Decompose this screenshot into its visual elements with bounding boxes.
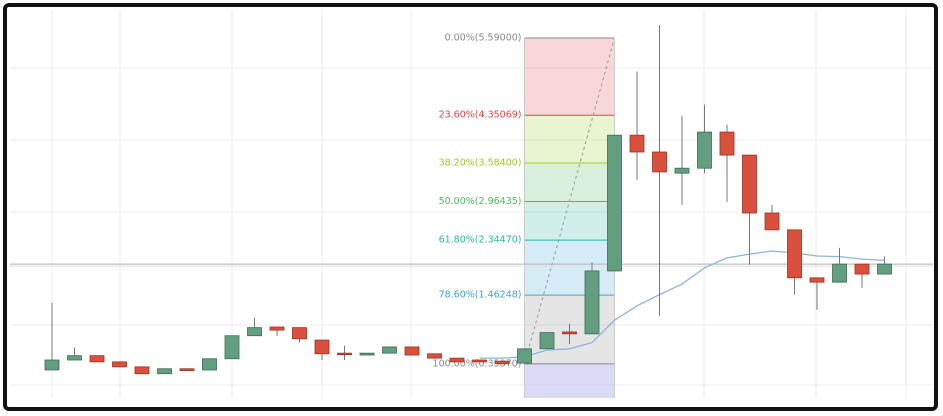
candle-body — [157, 368, 172, 375]
candle-body — [764, 212, 780, 231]
grid — [10, 10, 933, 398]
fib-level-label: 100.00%(0.35870) — [433, 358, 522, 369]
candle-body — [877, 263, 892, 275]
candle-body — [44, 359, 60, 371]
candle-body — [562, 331, 577, 335]
fib-band — [524, 115, 615, 163]
candle-body — [742, 154, 757, 214]
candle-body — [809, 277, 825, 283]
candle-body — [179, 368, 195, 371]
candle-body — [224, 335, 240, 360]
fib-level-label: 50.00%(2.96435) — [439, 196, 522, 207]
candle-body — [269, 326, 285, 331]
candle-body — [314, 339, 330, 355]
candle-body — [404, 346, 420, 356]
candle-body — [719, 131, 735, 156]
candle-body — [202, 358, 217, 371]
fib-trend-line — [524, 37, 615, 364]
candle-body — [337, 352, 352, 356]
candle-body — [697, 131, 712, 169]
candle-body — [539, 332, 555, 350]
candle-body — [629, 134, 645, 153]
candle-body — [112, 361, 127, 368]
candle-body — [134, 366, 150, 375]
candle-body — [427, 353, 442, 359]
candle-body — [247, 327, 262, 337]
candle-body — [584, 270, 600, 335]
candle-body — [607, 134, 622, 272]
candle-body — [89, 355, 105, 363]
candle-body — [359, 352, 375, 356]
fib-level-label: 23.60%(4.35069) — [439, 110, 522, 121]
fib-level-label: 78.60%(1.46248) — [439, 290, 522, 301]
candle-body — [854, 263, 870, 275]
candle-body — [67, 355, 82, 361]
candle-body — [787, 229, 802, 279]
candle-body — [292, 327, 307, 340]
fib-level-label: 61.80%(2.34470) — [439, 235, 522, 246]
frame — [3, 3, 938, 411]
moving-average — [479, 250, 885, 359]
fib-band — [524, 162, 615, 202]
fib-band — [524, 38, 615, 116]
candle-body — [382, 346, 397, 354]
candle-body — [472, 359, 487, 363]
fib-level-label: 0.00%(5.59000) — [445, 33, 522, 44]
candle-body — [652, 151, 667, 173]
fib-level-label: 38.20%(3.58400) — [439, 157, 522, 168]
candle-body — [449, 357, 465, 363]
fib-band — [524, 240, 615, 296]
candle-body — [674, 167, 690, 174]
fib-band — [524, 201, 615, 241]
fib-extension-band — [524, 363, 615, 398]
candle-body — [494, 360, 510, 365]
candle-body — [517, 348, 532, 364]
candle-body — [832, 263, 847, 283]
